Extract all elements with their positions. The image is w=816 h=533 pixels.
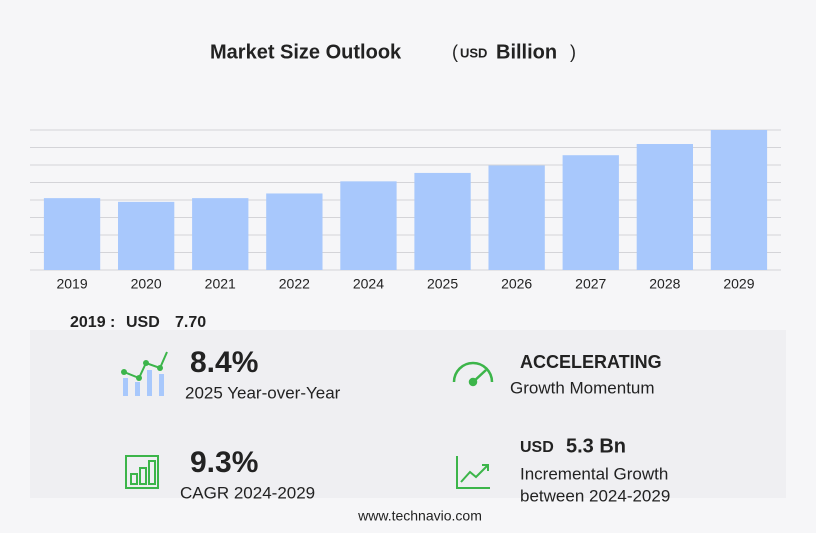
bar bbox=[636, 144, 694, 270]
x-tick-label: 2024 bbox=[353, 276, 384, 292]
chart-title: Market Size Outlook bbox=[210, 41, 402, 63]
x-tick-label: 2020 bbox=[131, 276, 162, 292]
stat-currency: USD bbox=[520, 439, 554, 456]
unit: Billion bbox=[496, 41, 557, 63]
bar bbox=[117, 201, 175, 270]
x-tick-label: 2019 bbox=[56, 276, 87, 292]
highlight-currency: USD bbox=[126, 314, 160, 331]
unit-prefix: USD bbox=[460, 45, 487, 60]
bar bbox=[192, 198, 249, 270]
x-tick-label: 2025 bbox=[427, 276, 458, 292]
stat-label: CAGR 2024-2029 bbox=[180, 483, 315, 502]
highlight-year: 2019 : bbox=[70, 314, 115, 331]
x-tick-label: 2021 bbox=[205, 276, 236, 292]
paren: ( bbox=[452, 42, 458, 62]
footer: www.technavio.com bbox=[357, 508, 482, 524]
stat-value: 5.3 Bn bbox=[566, 435, 626, 457]
x-tick-label: 2029 bbox=[723, 276, 754, 292]
icon-gauge bbox=[452, 361, 494, 387]
paren: ) bbox=[570, 42, 576, 62]
stat-value: 8.4% bbox=[190, 346, 258, 379]
bar bbox=[266, 193, 323, 270]
x-tick-label: 2028 bbox=[649, 276, 680, 292]
icon-cagr bbox=[125, 455, 159, 489]
stat-value: ACCELERATING bbox=[520, 352, 662, 372]
x-tick-label: 2027 bbox=[575, 276, 606, 292]
bar bbox=[562, 155, 619, 270]
bar bbox=[488, 165, 545, 270]
stat-label: 2025 Year-over-Year bbox=[185, 383, 341, 402]
bar bbox=[710, 130, 768, 270]
icon-growth bbox=[456, 456, 490, 489]
stat-label: between 2024-2029 bbox=[520, 486, 670, 505]
stat-label: Incremental Growth bbox=[520, 464, 668, 483]
stats-panel bbox=[30, 330, 786, 498]
bar bbox=[340, 181, 397, 270]
bar bbox=[414, 172, 471, 270]
x-tick-label: 2022 bbox=[279, 276, 310, 292]
stat-label: Growth Momentum bbox=[510, 378, 655, 397]
highlight-value: 7.70 bbox=[175, 314, 206, 331]
plot: 2019 2020 2021 2022 2024 2025 2026 2027 2028 2029 bbox=[30, 129, 781, 292]
x-tick-label: 2026 bbox=[501, 276, 532, 292]
icon-yoy bbox=[121, 351, 168, 396]
stat-value: 9.3% bbox=[190, 446, 258, 479]
bar bbox=[43, 198, 101, 270]
